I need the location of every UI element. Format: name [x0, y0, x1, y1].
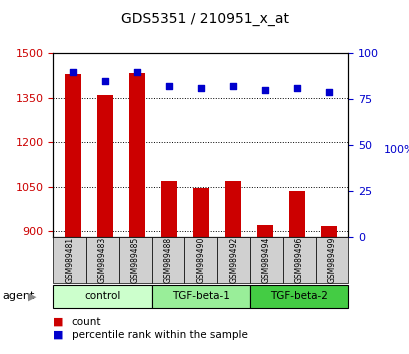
Text: GSM989496: GSM989496: [294, 237, 303, 284]
Text: GSM989492: GSM989492: [229, 237, 238, 283]
Text: count: count: [72, 317, 101, 327]
Point: [101, 78, 108, 84]
Bar: [320, 226, 337, 237]
Point: [133, 69, 139, 74]
Point: [325, 89, 332, 95]
Text: ▶: ▶: [28, 291, 36, 302]
Bar: [225, 181, 240, 237]
Point: [293, 85, 300, 91]
Bar: [64, 74, 81, 237]
Point: [165, 84, 172, 89]
Text: GSM989481: GSM989481: [65, 237, 74, 283]
Bar: [97, 95, 112, 237]
Text: ■: ■: [53, 317, 64, 327]
Bar: [192, 188, 209, 237]
Text: ■: ■: [53, 330, 64, 339]
Text: TGF-beta-1: TGF-beta-1: [171, 291, 229, 302]
Bar: [288, 191, 304, 237]
Point: [69, 69, 76, 74]
Point: [197, 85, 204, 91]
Point: [261, 87, 268, 93]
Text: GSM989494: GSM989494: [261, 237, 270, 284]
Text: control: control: [84, 291, 120, 302]
Text: GDS5351 / 210951_x_at: GDS5351 / 210951_x_at: [121, 12, 288, 27]
Text: GSM989499: GSM989499: [327, 237, 336, 284]
Y-axis label: 100%: 100%: [382, 145, 409, 155]
Bar: [160, 181, 176, 237]
Point: [229, 84, 236, 89]
Text: GSM989483: GSM989483: [98, 237, 107, 283]
Text: TGF-beta-2: TGF-beta-2: [270, 291, 328, 302]
Text: agent: agent: [2, 291, 34, 302]
Bar: [128, 73, 144, 237]
Text: GSM989488: GSM989488: [163, 237, 172, 283]
Text: percentile rank within the sample: percentile rank within the sample: [72, 330, 247, 339]
Text: GSM989490: GSM989490: [196, 237, 205, 284]
Bar: [256, 225, 272, 237]
Text: GSM989485: GSM989485: [130, 237, 139, 283]
